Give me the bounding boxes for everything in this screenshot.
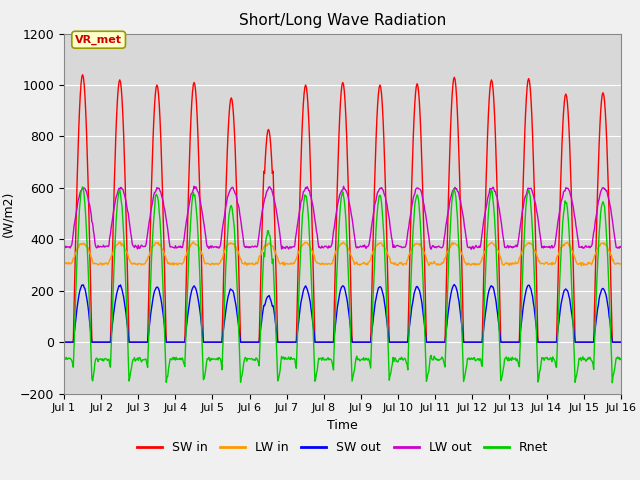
Rnet [185,256,193,262]
LW out [127,234,135,240]
LW out [428,246,435,252]
Rnet [60,355,68,360]
SW in [214,339,222,345]
LW out [340,183,348,189]
LW out [467,246,475,252]
LW out [617,244,625,250]
LW out [70,223,78,229]
SW in [79,72,86,78]
LW in [577,263,585,269]
LW out [411,191,419,197]
LW out [60,245,68,251]
Rnet [411,202,419,207]
Line: SW out: SW out [64,285,621,342]
LW in [70,255,78,261]
SW out [617,339,625,345]
Line: LW out: LW out [64,186,621,249]
Rnet [609,380,616,386]
SW out [184,311,192,317]
LW out [184,209,192,215]
SW out [127,339,135,345]
SW in [70,304,78,310]
Title: Short/Long Wave Radiation: Short/Long Wave Radiation [239,13,446,28]
Rnet [128,360,136,366]
Y-axis label: (W/m2): (W/m2) [1,191,14,237]
LW in [184,248,192,254]
LW in [214,262,222,267]
SW in [411,100,419,106]
X-axis label: Time: Time [327,419,358,432]
Rnet [214,357,222,363]
SW in [428,339,435,345]
LW out [214,245,221,251]
SW out [70,332,78,337]
Legend: SW in, LW in, SW out, LW out, Rnet: SW in, LW in, SW out, LW out, Rnet [132,436,553,459]
Rnet [79,184,86,190]
Rnet [617,356,625,362]
Rnet [428,352,435,358]
Line: LW in: LW in [64,242,621,266]
Line: Rnet: Rnet [64,187,621,383]
SW in [60,339,68,345]
SW out [60,339,68,345]
LW in [617,261,625,267]
LW in [127,261,135,266]
LW in [189,239,197,245]
LW in [60,261,68,266]
SW in [617,339,625,345]
LW in [411,241,419,247]
Rnet [70,344,78,349]
SW out [214,339,221,345]
SW in [128,339,136,345]
SW out [451,282,458,288]
SW out [426,339,434,345]
LW in [428,260,435,265]
SW out [410,291,418,297]
SW in [185,181,193,187]
Text: VR_met: VR_met [75,35,122,45]
Line: SW in: SW in [64,75,621,342]
